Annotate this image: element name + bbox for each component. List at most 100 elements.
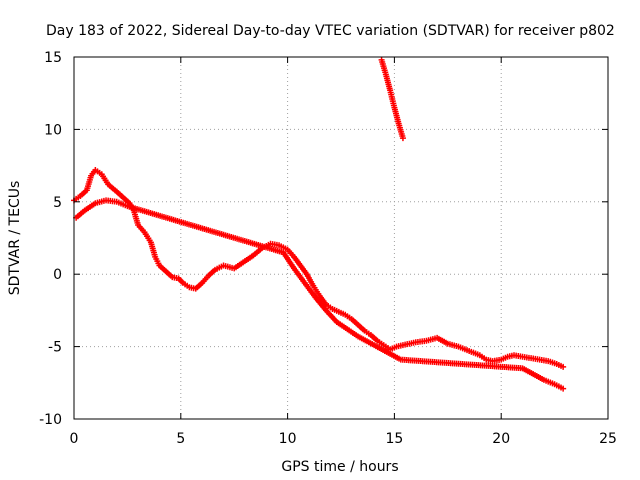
data-point-fill (382, 69, 389, 76)
data-point-fill (282, 245, 289, 252)
grid (74, 57, 608, 419)
data-point-fill (184, 282, 191, 289)
data-point-fill (397, 342, 404, 349)
data-point-fill (146, 237, 153, 244)
data-point-fill (118, 193, 125, 200)
data-point-fill (321, 305, 328, 312)
data-point-fill (302, 269, 309, 276)
data-point-fill (464, 347, 471, 354)
data-point-fill (528, 370, 535, 377)
data-point-fill (190, 285, 197, 292)
data-point-fill (273, 241, 280, 248)
data-point-fill (300, 278, 307, 285)
y-axis-label: SDTVAR / TECUs (7, 181, 23, 296)
data-point-fill (359, 326, 366, 333)
data-point-fill (167, 272, 174, 279)
y-tick-label: -10 (39, 412, 62, 428)
data-point-fill (395, 118, 402, 125)
data-point-fill (543, 357, 550, 364)
data-point-fill (96, 169, 103, 176)
data-point-fill (481, 355, 488, 362)
data-point-fill (558, 384, 565, 391)
data-point-fill (333, 307, 340, 314)
data-point-fill (155, 260, 162, 267)
data-point-fill (79, 208, 86, 215)
data-point-fill (289, 252, 296, 259)
data-point-fill (558, 362, 565, 369)
x-tick-label: 25 (599, 431, 617, 447)
data-point-fill (443, 339, 450, 346)
data-point-fill (396, 355, 403, 362)
data-point-fill (365, 330, 372, 337)
data-point-fill (399, 133, 406, 140)
data-point-fill (474, 351, 481, 358)
data-point-fill (539, 375, 546, 382)
data-point-fill (87, 174, 94, 181)
data-point-fill (496, 356, 503, 363)
data-point-fill (391, 344, 398, 351)
data-point-fill (404, 341, 411, 348)
data-point-fill (139, 227, 146, 234)
data-point-fill (103, 179, 110, 186)
data-point-fill (75, 194, 82, 201)
data-point-fill (374, 344, 381, 351)
x-tick-label: 0 (70, 431, 79, 447)
chart-title: Day 183 of 2022, Sidereal Day-to-day VTE… (46, 23, 615, 39)
data-point-fill (410, 339, 417, 346)
data-point-fill (111, 198, 118, 205)
data-point-fill (353, 332, 360, 339)
data-point-fill (378, 340, 385, 347)
data-point-fill (289, 263, 296, 270)
data-point-fill (551, 360, 558, 367)
data-point-fill (353, 320, 360, 327)
data-point-fill (363, 338, 370, 345)
x-tick-label: 15 (385, 431, 403, 447)
y-tick-label: -5 (48, 340, 62, 356)
data-point-fill (372, 336, 379, 343)
data-point-fill (296, 260, 303, 267)
data-point-fill (309, 280, 316, 287)
data-point-fill (134, 219, 141, 226)
data-point-fill (315, 290, 322, 297)
data-point-fill (203, 274, 210, 281)
data-point-fill (390, 102, 397, 109)
axis-ticks: 0 5 10 15 20 25 -10 -5 0 5 10 15 (39, 50, 617, 447)
data-point-fill (385, 349, 392, 356)
data-point-fill (161, 266, 168, 273)
y-tick-label: 5 (53, 195, 62, 211)
data-point-fill (248, 253, 255, 260)
data-point-fill (517, 365, 524, 372)
data-point-fill (278, 248, 285, 255)
data-point-fill (502, 354, 509, 361)
data-point-fill (421, 338, 428, 345)
data-point-fill (549, 380, 556, 387)
data-point-fill (342, 325, 349, 332)
data-point-fill (197, 281, 204, 288)
x-tick-label: 5 (176, 431, 185, 447)
data-point-fill (82, 188, 89, 195)
data-point-fill (340, 310, 347, 317)
data-point-fill (332, 317, 339, 324)
x-tick-label: 10 (279, 431, 297, 447)
data-point-fill (240, 259, 247, 266)
data-points (71, 56, 567, 392)
plot-frame (73, 56, 609, 420)
data-point-fill (210, 268, 217, 275)
y-tick-label: 15 (44, 50, 62, 66)
data-point-fill (173, 275, 180, 282)
y-tick-label: 0 (53, 267, 62, 283)
data-point-fill (453, 343, 460, 350)
data-point-fill (311, 292, 318, 299)
data-point-fill (122, 202, 129, 209)
data-point-fill (178, 278, 185, 285)
x-tick-label: 20 (492, 431, 510, 447)
data-point-fill (327, 304, 334, 311)
data-point-fill (346, 314, 353, 321)
data-point-fill (90, 201, 97, 208)
data-point-fill (386, 85, 393, 92)
data-point-fill (112, 187, 119, 194)
y-tick-label: 10 (44, 122, 62, 138)
data-point-fill (151, 251, 158, 258)
x-axis-label: GPS time / hours (281, 459, 398, 475)
